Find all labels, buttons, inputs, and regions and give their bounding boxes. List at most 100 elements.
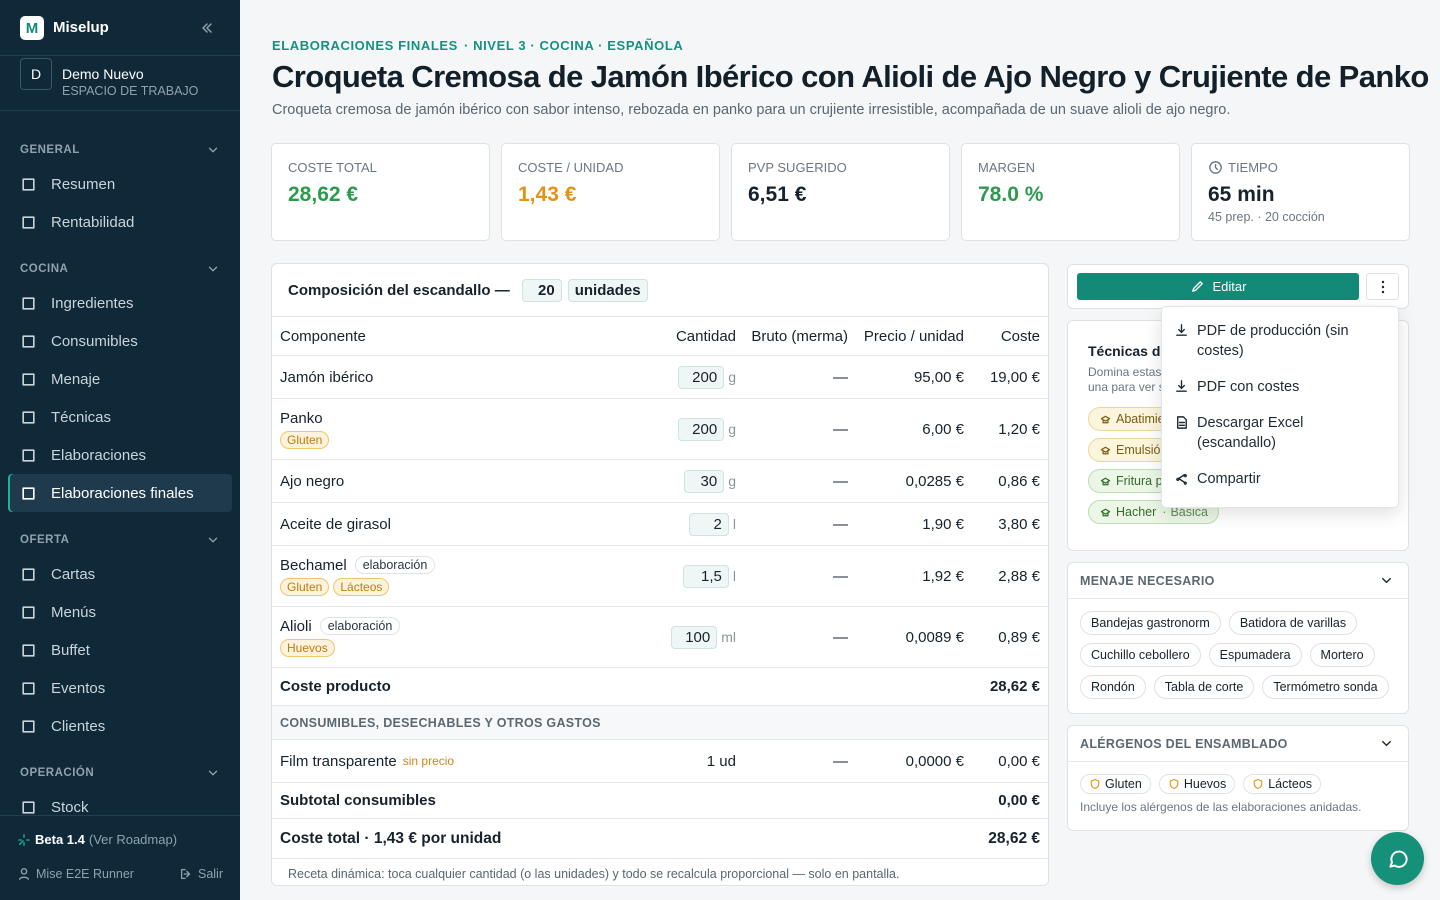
icon bbox=[1209, 161, 1222, 174]
table-title: Composición del escandallo — 20 unidades bbox=[272, 264, 1048, 317]
breadcrumb-link[interactable]: ELABORACIONES FINALES bbox=[272, 38, 458, 53]
divider bbox=[0, 110, 240, 111]
nav-label: Elaboraciones finales bbox=[51, 484, 194, 502]
kpi-label-row: MARGEN bbox=[978, 160, 1163, 175]
component-name-row: Jamón ibérico bbox=[280, 369, 636, 386]
icon-shape bbox=[1388, 850, 1408, 868]
icon-shape bbox=[202, 23, 212, 33]
allergen-tags: Huevos bbox=[280, 639, 636, 657]
quantity-unit: l bbox=[732, 516, 736, 532]
kpi-card: COSTE / UNIDAD 1,43 € bbox=[501, 143, 720, 241]
icon-shape bbox=[22, 215, 35, 229]
quantity-input[interactable]: 1,5 bbox=[682, 564, 729, 588]
icon-shape bbox=[22, 334, 35, 348]
nav-item[interactable]: Buffet bbox=[8, 631, 232, 669]
nav-label: Cartas bbox=[51, 565, 96, 583]
menu-item[interactable]: PDF con costes bbox=[1162, 373, 1398, 401]
quantity-cell: 200 g bbox=[636, 417, 736, 441]
quantity-cell: 200 g bbox=[636, 365, 736, 389]
nav-item[interactable]: Ingredientes bbox=[8, 284, 232, 322]
allergen-name: Lácteos bbox=[1268, 777, 1313, 791]
component-cell: Jamón ibérico bbox=[280, 369, 636, 386]
nav-item[interactable]: Consumibles bbox=[8, 322, 232, 360]
section-label: GENERAL bbox=[20, 143, 80, 156]
icon-shape bbox=[22, 719, 35, 733]
equipment-chip: Bandejas gastronorm bbox=[1080, 611, 1221, 635]
nav-section-title[interactable]: OFERTA bbox=[8, 524, 232, 555]
unit-price-cell: 1,90 € bbox=[922, 515, 964, 533]
icon bbox=[22, 215, 35, 229]
quantity-input[interactable]: 2 bbox=[688, 512, 729, 536]
section-label: OFERTA bbox=[20, 533, 70, 546]
icon-shape bbox=[1382, 577, 1391, 584]
kpi-card: TIEMPO 65 min 45 prep. · 20 cocción bbox=[1191, 143, 1410, 241]
icon bbox=[1100, 477, 1111, 485]
roadmap-link[interactable]: (Ver Roadmap) bbox=[88, 832, 178, 847]
allergens-note: Incluye los alérgenos de las elaboracion… bbox=[1080, 800, 1362, 814]
menu-item[interactable]: Descargar Excel (escandallo) bbox=[1162, 409, 1398, 457]
allergen-chip: Huevos bbox=[1158, 774, 1236, 794]
icon bbox=[18, 833, 30, 846]
menu-item-label: PDF de producción (sin costes) bbox=[1197, 323, 1349, 359]
quantity-input[interactable]: 200 bbox=[678, 417, 725, 441]
icon bbox=[1176, 380, 1187, 392]
component-cell: Bechamel elaboración Gluten Lácteos bbox=[280, 556, 636, 596]
quantity-input[interactable]: 100 bbox=[671, 625, 718, 649]
collapse-button[interactable] bbox=[198, 20, 214, 41]
edit-button[interactable]: Editar bbox=[1077, 273, 1359, 300]
units-input[interactable]: 20 bbox=[521, 278, 562, 302]
equipment-title: MENAJE NECESARIO bbox=[1080, 573, 1215, 588]
version: Beta 1.4 (Ver Roadmap) bbox=[17, 832, 177, 847]
quantity-input[interactable]: 200 bbox=[678, 365, 725, 389]
nav-item[interactable]: Eventos bbox=[8, 669, 232, 707]
component-name-row: Alioli elaboración bbox=[280, 617, 636, 635]
chat-button[interactable] bbox=[1371, 832, 1424, 885]
menu-item[interactable]: PDF de producción (sin costes) bbox=[1162, 317, 1398, 365]
component-cell: Film transparente sin precio bbox=[280, 753, 636, 770]
icon bbox=[18, 868, 30, 880]
unit-price-cell: 0,0000 € bbox=[905, 752, 964, 770]
component-name-row: Film transparente sin precio bbox=[280, 753, 636, 770]
gross-cell: — bbox=[833, 752, 848, 770]
logout-label: Salir bbox=[197, 867, 223, 881]
total-value: 28,62 € bbox=[989, 678, 1040, 695]
icon bbox=[1381, 280, 1384, 293]
component-name-row: Panko bbox=[280, 410, 636, 427]
technique-name: Emulsión bbox=[1116, 443, 1168, 457]
nav-section-title[interactable]: GENERAL bbox=[8, 134, 232, 165]
icon bbox=[22, 372, 35, 386]
technique-name: Hacher bbox=[1116, 505, 1157, 519]
total-value: 28,62 € bbox=[988, 829, 1040, 847]
nav-section-title[interactable]: COCINA bbox=[8, 253, 232, 284]
icon-shape bbox=[22, 410, 35, 424]
menu-item[interactable]: Compartir bbox=[1162, 465, 1398, 493]
component-cell: Panko Gluten bbox=[280, 410, 636, 449]
kpi-label: MARGEN bbox=[978, 160, 1036, 175]
nav-label: Resumen bbox=[51, 175, 116, 193]
quantity-input[interactable]: 30 bbox=[684, 469, 725, 493]
cost-cell: 0,89 € bbox=[998, 628, 1040, 646]
table-row: Panko Gluten 200 g — 6,00 € 1,20 € bbox=[272, 399, 1048, 460]
allergen-tag: Gluten bbox=[280, 578, 330, 596]
more-button[interactable] bbox=[1366, 273, 1399, 300]
nav-item[interactable]: Stock bbox=[8, 788, 232, 826]
nav-item[interactable]: Elaboraciones bbox=[8, 436, 232, 474]
logout[interactable]: Salir bbox=[179, 867, 223, 881]
nav-item[interactable]: Cartas bbox=[8, 555, 232, 593]
icon-shape bbox=[1382, 740, 1391, 747]
equipment-header[interactable]: MENAJE NECESARIO bbox=[1068, 563, 1408, 599]
nav-item[interactable]: Rentabilidad bbox=[8, 203, 232, 241]
nav-item[interactable]: Clientes bbox=[8, 707, 232, 745]
kpi-label-row: TIEMPO bbox=[1208, 160, 1393, 175]
nav-section-title[interactable]: OPERACIÓN bbox=[8, 757, 232, 788]
nav-item[interactable]: Resumen bbox=[8, 165, 232, 203]
icon bbox=[208, 266, 218, 271]
allergens-title: ALÉRGENOS DEL ENSAMBLADO bbox=[1080, 736, 1288, 751]
icon-shape bbox=[1253, 778, 1263, 790]
nav-item[interactable]: Elaboraciones finales bbox=[8, 474, 232, 512]
nav-item[interactable]: Técnicas bbox=[8, 398, 232, 436]
nav-item[interactable]: Menús bbox=[8, 593, 232, 631]
allergens-header[interactable]: ALÉRGENOS DEL ENSAMBLADO bbox=[1068, 726, 1408, 762]
nav-item[interactable]: Menaje bbox=[8, 360, 232, 398]
icon bbox=[1388, 850, 1408, 868]
